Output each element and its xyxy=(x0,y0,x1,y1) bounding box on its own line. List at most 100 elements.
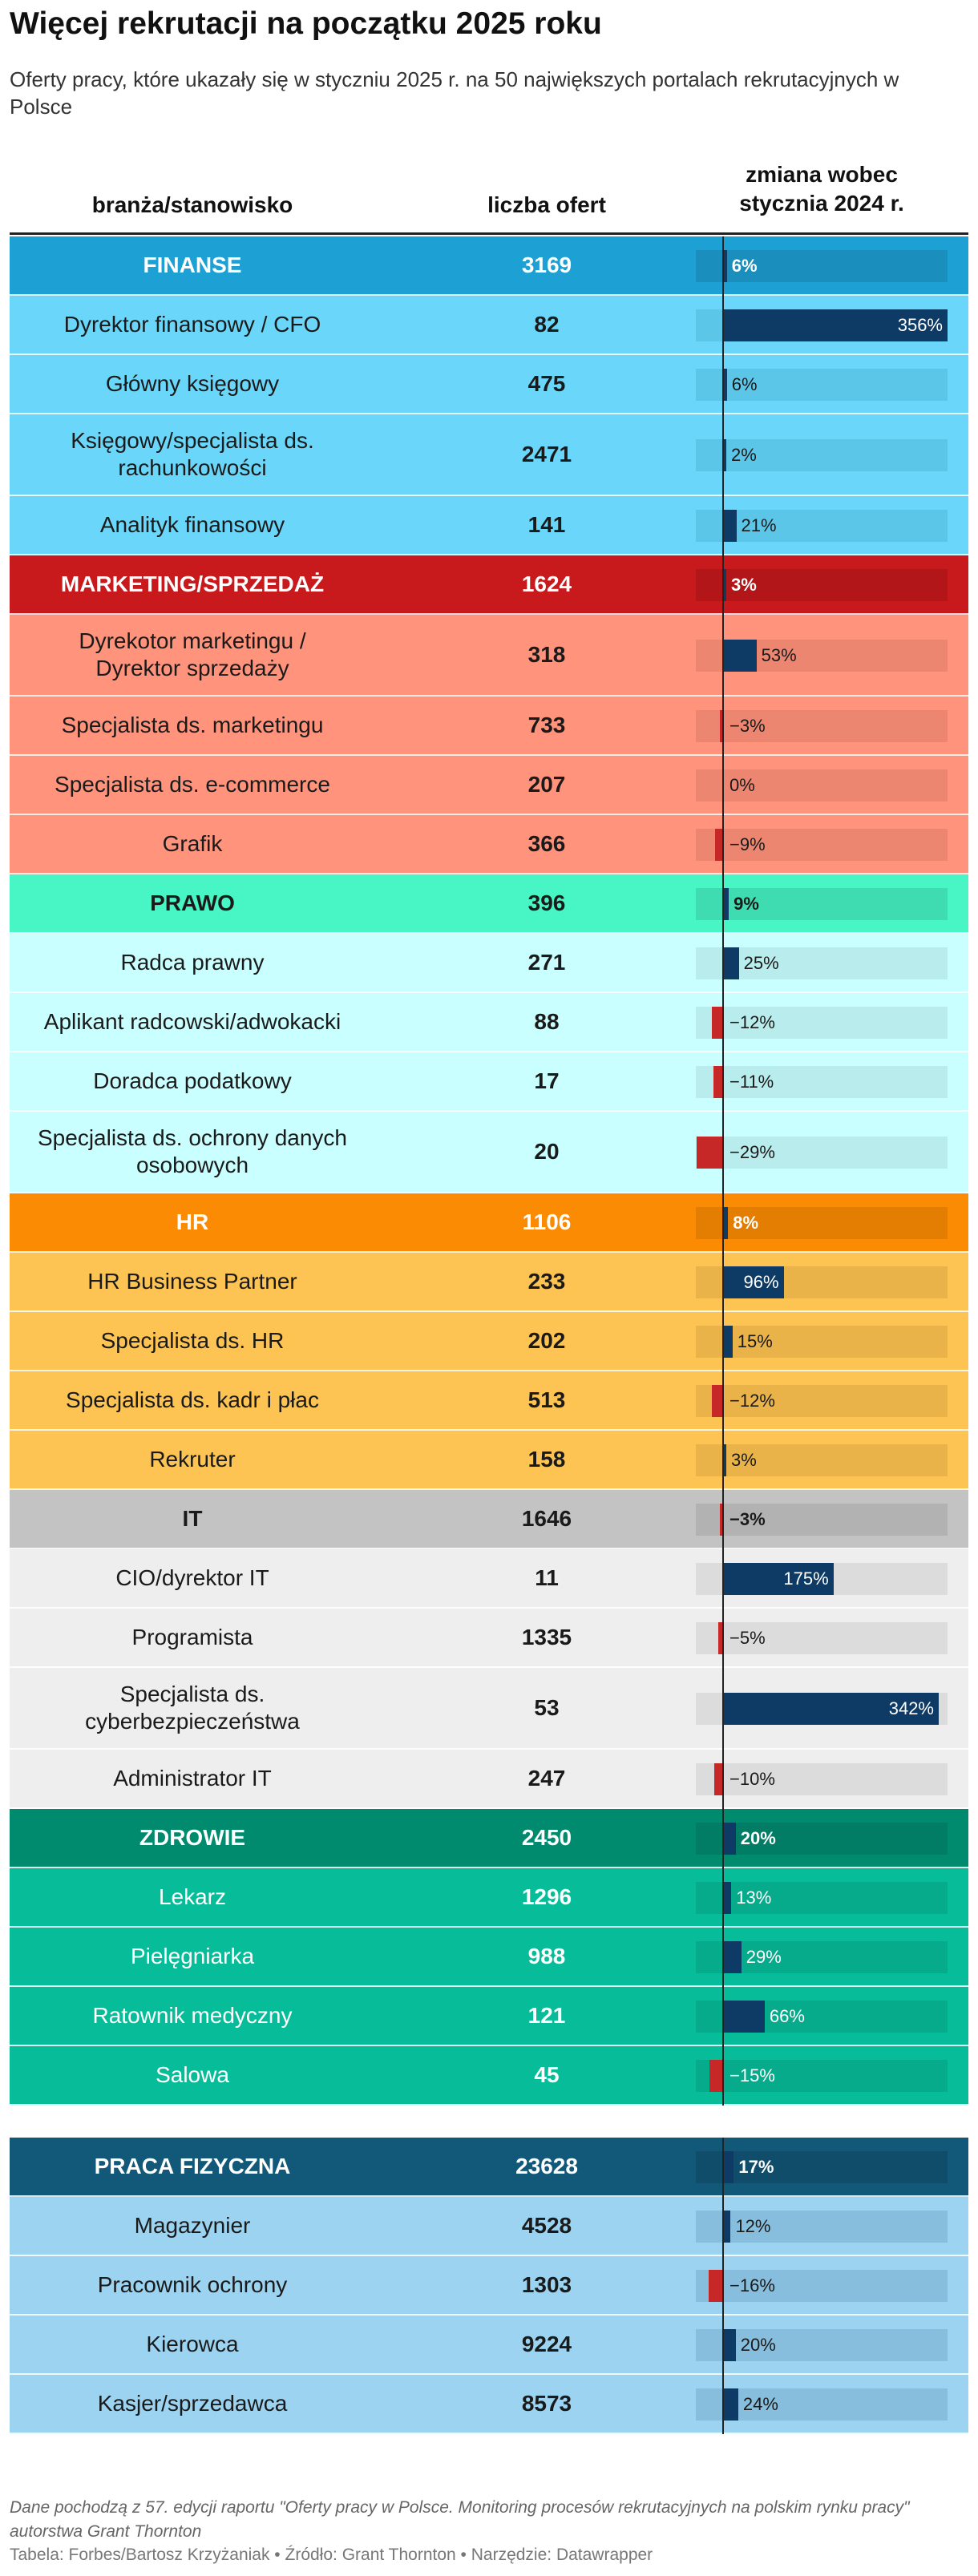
group-hr-row-3-bar xyxy=(712,1385,723,1417)
group-praca-fizyczna-count: 23628 xyxy=(515,2154,578,2178)
group-finanse-row-3-bar xyxy=(723,439,726,471)
group-praca-fizyczna-row-2-change-label: −16% xyxy=(729,2275,775,2295)
group-zdrowie-row-4-bar xyxy=(709,2060,723,2092)
group-zdrowie-count: 2450 xyxy=(521,1825,572,1850)
group-praca-fizyczna-row-4-count: 8573 xyxy=(521,2391,572,2416)
group-hr-row-4-name: Rekruter xyxy=(149,1447,236,1472)
group-marketing-sprzeda--bar-track: 3% xyxy=(696,569,948,601)
group-it-row-3-change-label: 342% xyxy=(888,1698,934,1718)
table-row: Specjalista ds. e-commerce 207 0% xyxy=(10,756,968,815)
group-finanse-row-2-bar xyxy=(723,369,727,401)
table-row: Główny księgowy 475 6% xyxy=(10,355,968,414)
group-zdrowie-header-row: ZDROWIE 2450 20% xyxy=(10,1809,968,1868)
group-hr-row-1-name: HR Business Partner xyxy=(87,1269,297,1294)
group-hr-name: HR xyxy=(176,1209,209,1234)
group-zdrowie-row-1-bar xyxy=(723,1882,732,1914)
group-it-row-1-name: CIO/dyrektor IT xyxy=(115,1565,269,1590)
group-zdrowie-row-2-bar-track: 29% xyxy=(696,1941,948,1973)
group-prawo-row-1-bar-track: 25% xyxy=(696,947,948,979)
table-row: Administrator IT 247 −10% xyxy=(10,1750,968,1809)
group-hr-row-2-change-label: 15% xyxy=(737,1331,773,1351)
group-hr-row-2-count: 202 xyxy=(527,1328,566,1353)
group-marketing-sprzeda--row-4-name: Grafik xyxy=(162,831,223,856)
group-it-header-row: IT 1646 −3% xyxy=(10,1490,968,1549)
group-it-row-2-change-label: −5% xyxy=(729,1628,766,1648)
group-hr-change-label: 8% xyxy=(733,1213,759,1233)
group-finanse-count: 3169 xyxy=(521,252,572,277)
group-praca-fizyczna-row-3-change-label: 20% xyxy=(740,2335,776,2355)
group-finanse-row-4-bar-track: 21% xyxy=(696,510,948,542)
group-hr-row-3-count: 513 xyxy=(527,1387,566,1412)
group-finanse-row-2-count: 475 xyxy=(527,371,566,396)
group-hr-bar-track: 8% xyxy=(696,1207,948,1239)
group-hr-row-2-bar xyxy=(723,1326,733,1358)
group-marketing-sprzeda--row-1-count: 318 xyxy=(527,642,566,667)
group-prawo-row-3-bar-track: −11% xyxy=(696,1066,948,1098)
table-row: Księgowy/specjalista ds. rachunkowości 24… xyxy=(10,414,968,496)
group-marketing-sprzeda--row-3-name: Specjalista ds. e-commerce xyxy=(55,772,330,797)
group-prawo-row-1-count: 271 xyxy=(527,950,566,975)
table-row: Pielęgniarka 988 29% xyxy=(10,1928,968,1987)
group-hr-header-row: HR 1106 8% xyxy=(10,1193,968,1253)
group-zdrowie-row-2-name: Pielęgniarka xyxy=(130,1944,255,1968)
group-prawo-row-2-bar xyxy=(712,1007,723,1039)
group-finanse-row-3-change-label: 2% xyxy=(731,445,757,465)
group-hr-bar xyxy=(723,1207,729,1239)
table-row: Lekarz 1296 13% xyxy=(10,1868,968,1928)
group-zdrowie-row-4-change-label: −15% xyxy=(729,2065,775,2085)
group-zdrowie-row-2-count: 988 xyxy=(527,1944,566,1968)
group-praca-fizyczna-row-3-bar-track: 20% xyxy=(696,2329,948,2361)
table-row: Specjalista ds. HR 202 15% xyxy=(10,1312,968,1371)
chart-title: Więcej rekrutacji na początku 2025 roku xyxy=(10,6,602,41)
group-finanse-bar xyxy=(723,250,727,282)
table-row: Dyrektor finansowy / CFO 82 356% xyxy=(10,296,968,355)
group-it-row-2-count: 1335 xyxy=(521,1625,572,1649)
group-prawo-row-3-change-label: −11% xyxy=(729,1072,774,1092)
group-marketing-sprzeda--row-4-bar xyxy=(714,829,723,861)
group-hr-row-3-change-label: −12% xyxy=(729,1391,775,1411)
group-prawo-bar-track: 9% xyxy=(696,888,948,920)
group-hr-row-4-bar xyxy=(723,1444,726,1476)
group-prawo-name: PRAWO xyxy=(150,890,235,915)
group-marketing-sprzeda--row-2-bar xyxy=(720,710,723,742)
table-row: Radca prawny 271 25% xyxy=(10,934,968,993)
group-zdrowie-row-1-change-label: 13% xyxy=(736,1888,772,1908)
group-finanse-row-3-bar-track: 2% xyxy=(696,439,948,471)
table-row: Pracownik ochrony 1303 −16% xyxy=(10,2256,968,2316)
group-zdrowie-row-4-name: Salowa xyxy=(156,2062,229,2087)
group-zdrowie-row-3-count: 121 xyxy=(527,2003,566,2028)
group-finanse-row-3-name: Księgowy/specjalista ds. rachunkowości xyxy=(71,428,314,480)
group-praca-fizyczna-bar xyxy=(723,2151,734,2183)
table-row: Specjalista ds. cyberbezpieczeństwa 53 342… xyxy=(10,1668,968,1750)
group-marketing-sprzeda--row-4-bar-track: −9% xyxy=(696,829,948,861)
group-marketing-sprzeda--row-1-change-label: 53% xyxy=(761,645,797,665)
group-praca-fizyczna-row-4-change-label: 24% xyxy=(742,2394,778,2414)
group-prawo-row-3-name: Doradca podatkowy xyxy=(93,1068,292,1093)
group-hr-row-4-change-label: 3% xyxy=(731,1450,757,1470)
group-finanse-name: FINANSE xyxy=(143,252,242,277)
group-marketing-sprzeda--row-3-bar-track: 0% xyxy=(696,769,948,801)
group-finanse-row-2-change-label: 6% xyxy=(731,374,758,394)
group-prawo-row-3-bar xyxy=(713,1066,723,1098)
group-prawo-row-4-bar xyxy=(697,1137,723,1169)
group-it-row-3-bar xyxy=(723,1693,939,1725)
group-marketing-sprzeda--row-2-bar-track: −3% xyxy=(696,710,948,742)
group-it-row-1-bar-track: 175% xyxy=(696,1563,948,1595)
group-zdrowie-row-3-bar xyxy=(723,2001,765,2033)
group-it-name: IT xyxy=(182,1506,203,1531)
group-it-row-3-count: 53 xyxy=(534,1695,560,1720)
group-zdrowie-row-2-change-label: 29% xyxy=(746,1947,782,1967)
table-row: Rekruter 158 3% xyxy=(10,1431,968,1490)
group-finanse-row-4-count: 141 xyxy=(527,512,566,537)
group-prawo-row-2-name: Aplikant radcowski/adwokacki xyxy=(43,1009,341,1034)
group-marketing-sprzeda--bar xyxy=(723,569,726,601)
group-prawo-row-3-count: 17 xyxy=(534,1068,560,1093)
group-it-row-1-change-label: 175% xyxy=(783,1569,829,1589)
group-marketing-sprzeda--count: 1624 xyxy=(521,571,572,596)
table-row: Ratownik medyczny 121 66% xyxy=(10,1987,968,2046)
group-prawo-row-4-name: Specjalista ds. ochrony danych osobowych xyxy=(38,1125,347,1177)
group-zdrowie-row-3-change-label: 66% xyxy=(769,2006,805,2026)
column-header-count: liczba ofert xyxy=(487,192,606,217)
group-zdrowie-row-3-name: Ratownik medyczny xyxy=(92,2003,293,2028)
table-row: Specjalista ds. marketingu 733 −3% xyxy=(10,696,968,756)
